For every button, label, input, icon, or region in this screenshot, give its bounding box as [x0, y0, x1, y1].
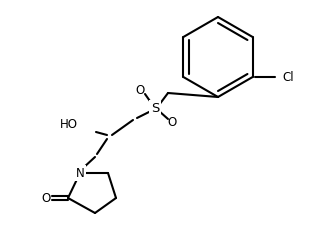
Text: HO: HO	[60, 118, 78, 130]
Text: S: S	[151, 102, 159, 114]
Text: N: N	[76, 166, 84, 180]
Text: Cl: Cl	[283, 70, 294, 84]
Text: O: O	[167, 115, 176, 129]
Text: O: O	[135, 84, 145, 96]
Text: O: O	[41, 191, 51, 205]
